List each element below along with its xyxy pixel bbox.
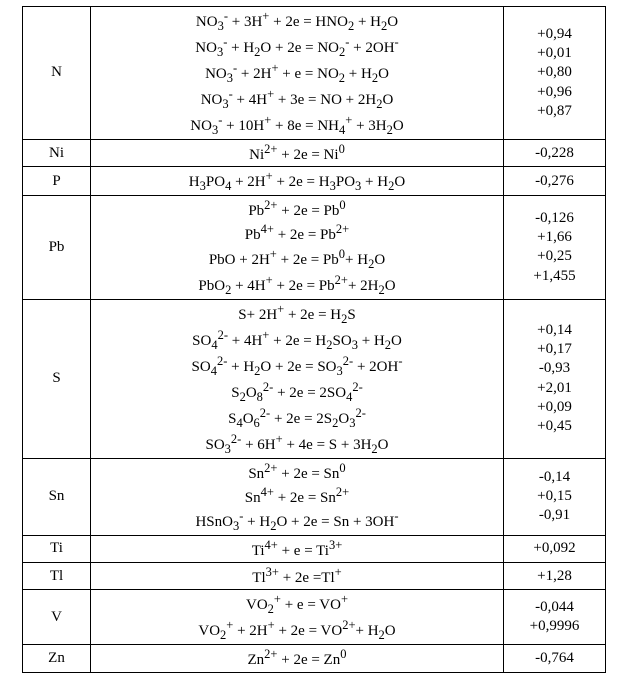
electrode-potentials-table: N NO3- + 3H+ + 2e = HNO2 + H2O NO3- + H2…	[22, 6, 606, 673]
element-cell: Ni	[23, 140, 91, 167]
potential-cell: +0,092	[504, 535, 606, 562]
reaction-text: VO2+ + e = VO+	[95, 591, 499, 617]
potential-value: +1,66	[508, 228, 601, 247]
reaction-text: SO42- + H2O + 2e = SO32- + 2OH-	[95, 353, 499, 379]
element-cell: N	[23, 7, 91, 140]
potential-cell: -0,044 +0,9996	[504, 590, 606, 645]
potential-value: -0,126	[508, 209, 601, 228]
page-container: N NO3- + 3H+ + 2e = HNO2 + H2O NO3- + H2…	[0, 0, 628, 576]
reaction-text: PbO + 2H+ + 2e = Pb0+ H2O	[95, 246, 499, 272]
reaction-text: S4O62- + 2e = 2S2O32-	[95, 405, 499, 431]
reaction-text: NO3- + 4H+ + 3e = NO + 2H2O	[95, 86, 499, 112]
potential-value: -0,276	[508, 172, 601, 191]
reaction-text: PbO2 + 4H+ + 2e = Pb2++ 2H2O	[95, 272, 499, 298]
potential-value: +0,45	[508, 417, 601, 436]
reaction-cell: Ni2+ + 2e = Ni0	[91, 140, 504, 167]
reaction-text: Ti4+ + e = Ti3+	[95, 537, 499, 561]
potential-value: +2,01	[508, 379, 601, 398]
potential-value: +0,09	[508, 398, 601, 417]
potential-cell: +1,28	[504, 563, 606, 590]
reaction-cell: NO3- + 3H+ + 2e = HNO2 + H2O NO3- + H2O …	[91, 7, 504, 140]
potential-cell: -0,276	[504, 167, 606, 196]
reaction-text: Pb2+ + 2e = Pb0	[95, 197, 499, 221]
table-row: N NO3- + 3H+ + 2e = HNO2 + H2O NO3- + H2…	[23, 7, 606, 140]
reaction-text: NO3- + 2H+ + e = NO2 + H2O	[95, 60, 499, 86]
table-row: P H3PO4 + 2H+ + 2e = H3PO3 + H2O -0,276	[23, 167, 606, 196]
potential-value: +0,15	[508, 487, 601, 506]
potential-value: -0,764	[508, 649, 601, 668]
reaction-text: Sn4+ + 2e = Sn2+	[95, 484, 499, 508]
potential-value: -0,93	[508, 359, 601, 378]
reaction-text: Ni2+ + 2e = Ni0	[95, 141, 499, 165]
element-cell: V	[23, 590, 91, 645]
potential-value: +0,01	[508, 44, 601, 63]
reaction-text: H3PO4 + 2H+ + 2e = H3PO3 + H2O	[95, 168, 499, 194]
table-row: Sn Sn2+ + 2e = Sn0 Sn4+ + 2e = Sn2+ HSnO…	[23, 458, 606, 535]
reaction-text: S2O82- + 2e = 2SO42-	[95, 379, 499, 405]
element-cell: Sn	[23, 458, 91, 535]
potential-value: +0,25	[508, 247, 601, 266]
potential-value: -0,228	[508, 144, 601, 163]
potential-cell: +0,94 +0,01 +0,80 +0,96 +0,87	[504, 7, 606, 140]
reaction-text: SO32- + 6H+ + 4e = S + 3H2O	[95, 431, 499, 457]
reaction-text: Pb4+ + 2e = Pb2+	[95, 221, 499, 245]
reaction-cell: VO2+ + e = VO+ VO2+ + 2H+ + 2e = VO2++ H…	[91, 590, 504, 645]
reaction-text: Tl3+ + 2e =Tl+	[95, 564, 499, 588]
potential-value: +0,94	[508, 25, 601, 44]
potential-value: +0,87	[508, 102, 601, 121]
reaction-text: VO2+ + 2H+ + 2e = VO2++ H2O	[95, 617, 499, 643]
reaction-text: NO3- + 3H+ + 2e = HNO2 + H2O	[95, 8, 499, 34]
potential-value: -0,14	[508, 468, 601, 487]
element-cell: P	[23, 167, 91, 196]
potential-value: +0,80	[508, 63, 601, 82]
reaction-text: Zn2+ + 2e = Zn0	[95, 646, 499, 670]
reaction-text: NO3- + 10H+ + 8e = NH4+ + 3H2O	[95, 112, 499, 138]
reaction-cell: Sn2+ + 2e = Sn0 Sn4+ + 2e = Sn2+ HSnO3- …	[91, 458, 504, 535]
potential-value: -0,044	[508, 598, 601, 617]
element-cell: Pb	[23, 196, 91, 299]
reaction-cell: Tl3+ + 2e =Tl+	[91, 563, 504, 590]
potential-cell: -0,764	[504, 645, 606, 672]
table-row: Zn Zn2+ + 2e = Zn0 -0,764	[23, 645, 606, 672]
reaction-text: NO3- + H2O + 2e = NO2- + 2OH-	[95, 34, 499, 60]
reaction-text: Sn2+ + 2e = Sn0	[95, 460, 499, 484]
potential-value: +0,9996	[508, 617, 601, 636]
potential-cell: -0,126 +1,66 +0,25 +1,455	[504, 196, 606, 299]
potential-value: +1,28	[508, 567, 601, 586]
table-row: Ti Ti4+ + e = Ti3+ +0,092	[23, 535, 606, 562]
reaction-cell: Ti4+ + e = Ti3+	[91, 535, 504, 562]
table-row: S S+ 2H+ + 2e = H2S SO42- + 4H+ + 2e = H…	[23, 299, 606, 458]
potential-cell: +0,14 +0,17 -0,93 +2,01 +0,09 +0,45	[504, 299, 606, 458]
potential-value: -0,91	[508, 506, 601, 525]
element-cell: Ti	[23, 535, 91, 562]
reaction-cell: Pb2+ + 2e = Pb0 Pb4+ + 2e = Pb2+ PbO + 2…	[91, 196, 504, 299]
potential-value: +0,092	[508, 539, 601, 558]
potential-value: +1,455	[508, 267, 601, 286]
table-row: Ni Ni2+ + 2e = Ni0 -0,228	[23, 140, 606, 167]
table-row: Pb Pb2+ + 2e = Pb0 Pb4+ + 2e = Pb2+ PbO …	[23, 196, 606, 299]
potential-value: +0,96	[508, 83, 601, 102]
reaction-cell: H3PO4 + 2H+ + 2e = H3PO3 + H2O	[91, 167, 504, 196]
element-cell: Zn	[23, 645, 91, 672]
reaction-text: S+ 2H+ + 2e = H2S	[95, 301, 499, 327]
reaction-text: HSnO3- + H2O + 2e = Sn + 3OH-	[95, 508, 499, 534]
table-row: Tl Tl3+ + 2e =Tl+ +1,28	[23, 563, 606, 590]
reaction-cell: S+ 2H+ + 2e = H2S SO42- + 4H+ + 2e = H2S…	[91, 299, 504, 458]
reaction-text: SO42- + 4H+ + 2e = H2SO3 + H2O	[95, 327, 499, 353]
element-cell: Tl	[23, 563, 91, 590]
table-row: V VO2+ + e = VO+ VO2+ + 2H+ + 2e = VO2++…	[23, 590, 606, 645]
potential-value: +0,17	[508, 340, 601, 359]
element-cell: S	[23, 299, 91, 458]
potential-cell: -0,14 +0,15 -0,91	[504, 458, 606, 535]
reaction-cell: Zn2+ + 2e = Zn0	[91, 645, 504, 672]
potential-cell: -0,228	[504, 140, 606, 167]
potential-value: +0,14	[508, 321, 601, 340]
